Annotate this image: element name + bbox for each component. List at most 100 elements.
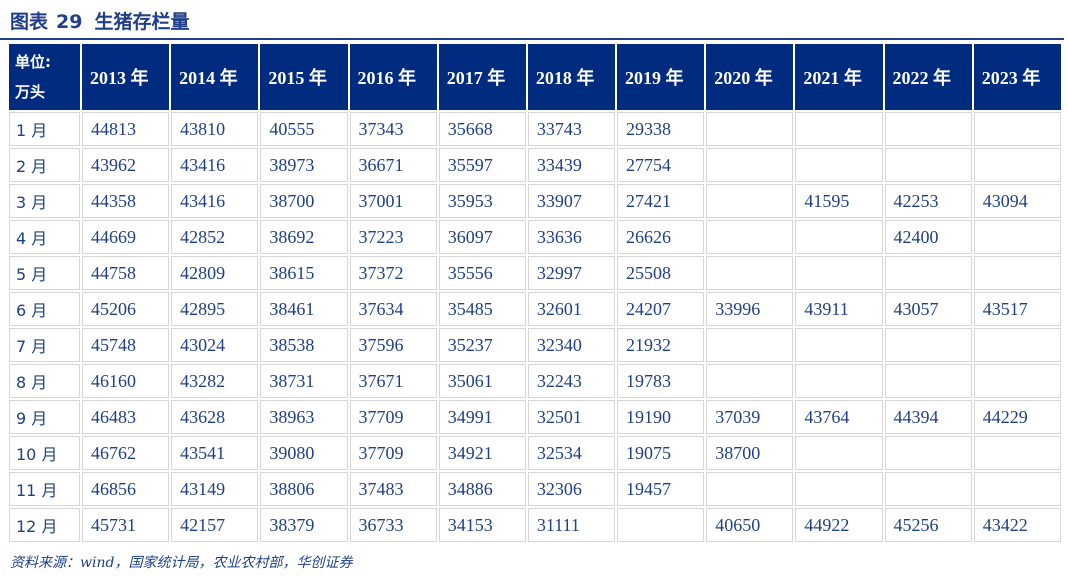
value-cell: 44394 [884,400,972,434]
value-cell: 38700 [260,184,348,218]
month-cell: 4 月 [9,220,80,254]
month-cell: 8 月 [9,364,80,398]
value-cell: 24207 [617,292,705,326]
value-cell: 33439 [527,148,616,182]
value-cell [795,328,883,362]
unit-label: 单位: [15,53,51,71]
value-cell [973,436,1061,470]
value-cell: 38538 [260,328,348,362]
table-row: 8 月 46160 43282 38731 37671 35061 32243 19783 [9,364,1061,398]
value-cell: 27754 [617,148,705,182]
month-cell: 6 月 [9,292,80,326]
value-cell: 32340 [527,328,616,362]
year-header: 2017 年 [438,44,526,110]
value-cell: 42157 [171,508,259,542]
table-body: 1 月 44813 43810 40555 37343 35668 33743 29338 2 … [9,112,1061,542]
value-cell: 39080 [260,436,348,470]
value-cell: 40555 [260,112,348,146]
value-cell [706,472,794,506]
value-cell: 35556 [438,256,526,290]
value-cell: 46856 [82,472,170,506]
value-cell: 37343 [349,112,437,146]
table-row: 5 月 44758 42809 38615 37372 35556 32997 25508 [9,256,1061,290]
value-cell [973,364,1061,398]
value-cell: 37483 [349,472,437,506]
value-cell: 37709 [349,436,437,470]
year-header: 2013 年 [82,44,170,110]
value-cell: 37223 [349,220,437,254]
table-row: 1 月 44813 43810 40555 37343 35668 33743 29338 [9,112,1061,146]
value-cell: 32306 [527,472,616,506]
value-cell: 44358 [82,184,170,218]
value-cell: 34991 [438,400,526,434]
table-row: 3 月 44358 43416 38700 37001 35953 33907 27421 41… [9,184,1061,218]
value-cell: 19075 [617,436,705,470]
year-header: 2016 年 [349,44,437,110]
value-cell: 45206 [82,292,170,326]
value-cell: 34153 [438,508,526,542]
value-cell: 38379 [260,508,348,542]
value-cell: 37671 [349,364,437,398]
month-cell: 2 月 [9,148,80,182]
value-cell: 42852 [171,220,259,254]
value-cell: 38731 [260,364,348,398]
value-cell: 43517 [973,292,1061,326]
value-cell: 43094 [973,184,1061,218]
month-cell: 1 月 [9,112,80,146]
value-cell [884,328,972,362]
hog-inventory-table: 单位: 万头 2013 年 2014 年 2015 年 2016 年 2017 … [7,42,1063,544]
value-cell: 38461 [260,292,348,326]
year-header: 2022 年 [884,44,972,110]
table-row: 12 月 45731 42157 38379 36733 34153 31111 40650 4… [9,508,1061,542]
table-row: 10 月 46762 43541 39080 37709 34921 32534 19075 3… [9,436,1061,470]
value-cell [884,148,972,182]
year-header: 2020 年 [706,44,794,110]
value-cell: 33636 [527,220,616,254]
value-cell: 29338 [617,112,705,146]
value-cell [706,364,794,398]
value-cell: 46160 [82,364,170,398]
value-cell: 27421 [617,184,705,218]
table-row: 7 月 45748 43024 38538 37596 35237 32340 21932 [9,328,1061,362]
value-cell: 42809 [171,256,259,290]
value-cell [795,472,883,506]
month-cell: 7 月 [9,328,80,362]
value-cell: 43282 [171,364,259,398]
year-header: 2015 年 [260,44,348,110]
month-cell: 12 月 [9,508,80,542]
value-cell: 42253 [884,184,972,218]
value-cell [706,112,794,146]
value-cell: 32534 [527,436,616,470]
value-cell [973,328,1061,362]
table-row: 9 月 46483 43628 38963 37709 34991 32501 19190 37… [9,400,1061,434]
value-cell [973,256,1061,290]
value-cell: 35061 [438,364,526,398]
figure-title-text: 生猪存栏量 [94,11,190,33]
unit-header: 单位: 万头 [9,44,80,110]
value-cell: 37709 [349,400,437,434]
value-cell: 44813 [82,112,170,146]
value-cell: 42400 [884,220,972,254]
value-cell: 32501 [527,400,616,434]
value-cell [884,112,972,146]
value-cell: 37634 [349,292,437,326]
value-cell: 32243 [527,364,616,398]
value-cell [706,148,794,182]
year-header: 2023 年 [973,44,1061,110]
value-cell: 37596 [349,328,437,362]
value-cell: 35668 [438,112,526,146]
value-cell [706,256,794,290]
value-cell [795,220,883,254]
value-cell: 37039 [706,400,794,434]
month-cell: 5 月 [9,256,80,290]
unit-value: 万头 [15,83,46,101]
value-cell [973,148,1061,182]
value-cell: 43057 [884,292,972,326]
value-cell [706,220,794,254]
value-cell: 43149 [171,472,259,506]
value-cell [973,220,1061,254]
value-cell: 43024 [171,328,259,362]
value-cell [884,436,972,470]
value-cell: 42895 [171,292,259,326]
value-cell: 37372 [349,256,437,290]
